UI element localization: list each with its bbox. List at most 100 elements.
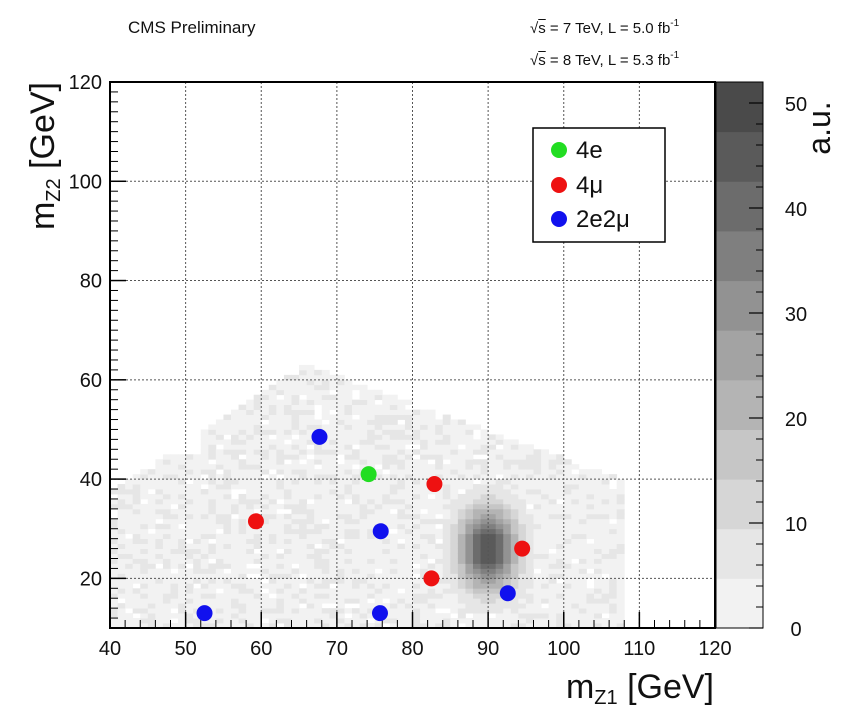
heatmap-cell — [541, 479, 550, 485]
heatmap-cell — [246, 434, 255, 440]
heatmap-cell — [329, 484, 338, 490]
heatmap-cell — [132, 623, 141, 628]
heatmap-cell — [170, 573, 179, 579]
heatmap-cell — [382, 578, 391, 584]
heatmap-cell — [193, 593, 202, 599]
heatmap-cell — [367, 593, 376, 599]
heatmap-cell — [525, 518, 534, 525]
heatmap-cell — [329, 444, 338, 450]
heatmap-cell — [162, 523, 171, 530]
heatmap-cell — [450, 493, 459, 500]
heatmap-cell — [457, 454, 466, 460]
heatmap-cell — [442, 538, 451, 545]
heatmap-cell — [427, 444, 436, 450]
heatmap-cell — [510, 598, 519, 604]
heatmap-cell — [518, 518, 527, 525]
heatmap-cell — [473, 578, 481, 584]
heatmap-cell — [367, 419, 376, 425]
heatmap-cell — [450, 548, 459, 554]
heatmap-cell — [223, 618, 232, 624]
heatmap-cell — [238, 474, 247, 480]
heatmap-cell — [404, 414, 413, 420]
heatmap-cell — [548, 459, 557, 465]
heatmap-cell — [503, 439, 512, 445]
heatmap-cell — [389, 593, 398, 599]
heatmap-cell — [480, 489, 489, 495]
heatmap-cell — [397, 404, 406, 410]
heatmap-cell — [215, 424, 224, 430]
heatmap-cell — [389, 459, 398, 465]
heatmap-cell — [238, 583, 247, 589]
heatmap-cell — [397, 513, 406, 520]
heatmap-cell — [208, 518, 217, 525]
heatmap-cell — [404, 578, 413, 584]
heatmap-cell — [162, 578, 171, 584]
heatmap-cell — [442, 553, 451, 559]
heatmap-cell — [389, 503, 398, 510]
heatmap-cell — [412, 498, 421, 505]
heatmap-cell — [246, 424, 255, 430]
heatmap-cell — [412, 449, 421, 455]
heatmap-cell — [321, 533, 330, 540]
heatmap-cell — [412, 523, 421, 530]
heatmap-cell — [609, 523, 618, 530]
heatmap-cell — [374, 469, 383, 475]
heatmap-cell — [321, 394, 330, 401]
heatmap-cell — [344, 593, 353, 599]
heatmap-cell — [374, 389, 383, 396]
heatmap-cell — [215, 484, 224, 490]
heatmap-cell — [231, 479, 239, 485]
heatmap-cell — [382, 508, 391, 515]
heatmap-cell — [420, 503, 429, 510]
heatmap-cell — [200, 459, 209, 465]
heatmap-cell — [480, 508, 489, 515]
heatmap-cell — [495, 503, 504, 510]
heatmap-cell — [510, 474, 519, 480]
heatmap-cell — [525, 528, 534, 535]
heatmap-cell — [427, 513, 436, 520]
heatmap-cell — [389, 523, 398, 530]
heatmap-cell — [336, 439, 345, 445]
heatmap-cell — [404, 479, 413, 485]
heatmap-cell — [352, 518, 360, 525]
heatmap-cell — [291, 598, 300, 604]
heatmap-cell — [442, 533, 451, 540]
heatmap-cell — [616, 513, 625, 520]
heatmap-cell — [238, 618, 247, 624]
heatmap-cell — [185, 533, 194, 540]
heatmap-cell — [110, 608, 118, 614]
heatmap-cell — [541, 588, 550, 594]
heatmap-cell — [525, 608, 534, 614]
heatmap-cell — [525, 573, 534, 579]
heatmap-cell — [389, 454, 398, 460]
heatmap-cell — [563, 553, 572, 559]
x-axis-title: mZ1 [GeV] — [566, 668, 714, 709]
heatmap-cell — [563, 538, 572, 545]
heatmap-cell — [616, 493, 625, 500]
heatmap-cell — [594, 469, 602, 475]
heatmap-cell — [193, 484, 202, 490]
heatmap-cell — [616, 498, 625, 505]
heatmap-cell — [215, 618, 224, 624]
heatmap-cell — [594, 618, 602, 624]
legend-label-2e2mu: 2e2μ — [576, 206, 630, 233]
heatmap-cell — [374, 414, 383, 420]
heatmap-cell — [480, 493, 489, 500]
heatmap-cell — [238, 568, 247, 574]
heatmap-cell — [435, 469, 444, 475]
heatmap-cell — [329, 543, 338, 549]
heatmap-cell — [480, 623, 489, 628]
heatmap-cell — [200, 578, 209, 584]
heatmap-cell — [299, 553, 308, 559]
colorbar-tick-label: 30 — [785, 304, 807, 326]
heatmap-cell — [299, 548, 308, 554]
heatmap-cell — [435, 528, 444, 535]
heatmap-cell — [276, 444, 285, 450]
heatmap-cell — [208, 424, 217, 430]
heatmap-cell — [518, 603, 527, 609]
heatmap-cell — [299, 533, 308, 540]
heatmap-cell — [427, 518, 436, 525]
heatmap-cell — [457, 449, 466, 455]
heatmap-cell — [533, 484, 542, 490]
heatmap-cell — [389, 474, 398, 480]
